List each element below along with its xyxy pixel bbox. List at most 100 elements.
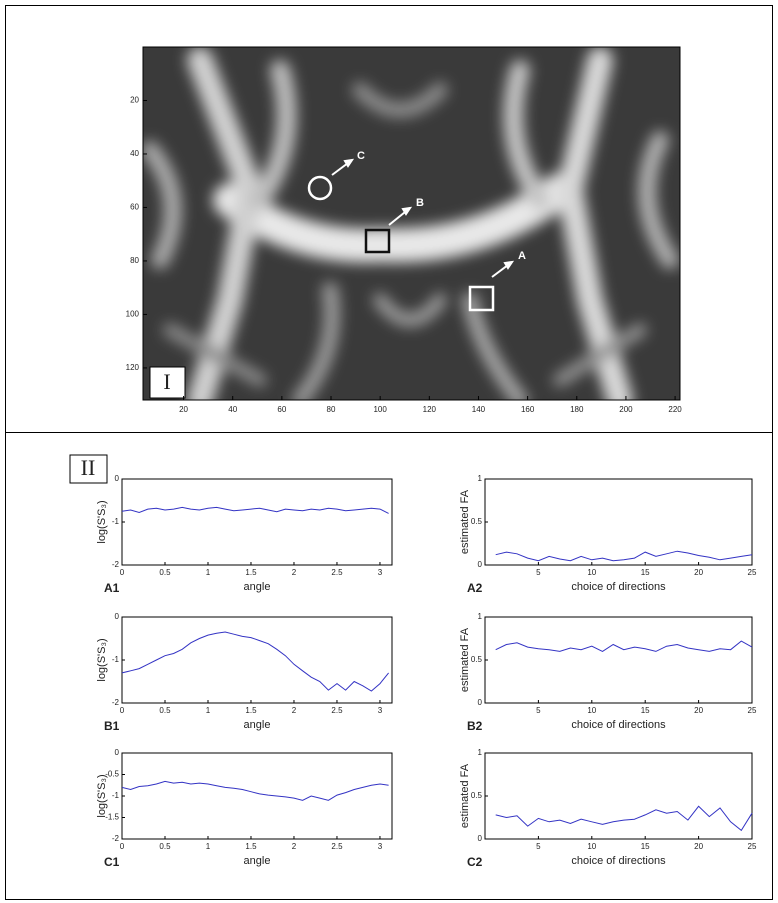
y-axis-label: estimated FA [459,489,471,554]
x-tick-label: 2.5 [331,568,343,577]
x-tick-label: 1 [206,842,211,851]
y-axis-label: estimated FA [459,627,471,692]
x-tick-label: 3 [378,706,383,715]
x-tick-label: 1.5 [245,568,257,577]
x-tick-label: 0 [120,706,125,715]
y-tick-label: 1 [478,474,483,483]
x-tick-label: 3 [378,842,383,851]
marker-square [364,228,391,254]
x-tick-label: 2.5 [331,842,343,851]
y-axis-label: log(S'S₃) [96,500,108,543]
x-tick-label: 25 [748,842,757,851]
panel-label: C2 [467,855,483,869]
x-tick-label: 0 [120,842,125,851]
y-tick-label: -2 [112,698,120,707]
panel-label: C1 [104,855,120,869]
x-tick-label: 100 [373,405,387,414]
y-tick-label: 0.5 [471,791,483,800]
y-tick-label: 0 [115,474,120,483]
plot-frame [484,752,753,840]
y-tick-label: -1 [112,791,120,800]
y-tick-label: 0.5 [471,655,483,664]
x-tick-label: 140 [472,405,486,414]
x-tick-label: 20 [694,842,703,851]
x-tick-label: 120 [423,405,437,414]
line [495,640,753,652]
plot-frame [484,616,753,704]
line [121,631,389,692]
x-tick-label: 20 [694,568,703,577]
line [495,805,753,832]
y-tick-label: 60 [130,203,139,212]
x-tick-label: 1 [206,568,211,577]
x-tick-label: 15 [641,706,650,715]
y-tick-label: 20 [130,96,139,105]
x-tick-label: 5 [536,568,541,577]
y-tick-label: 1 [478,748,483,757]
annotation: B [416,197,424,209]
x-tick-label: 5 [536,842,541,851]
annotation: C [357,150,365,162]
plot-frame [121,478,393,566]
outer-border [5,5,773,900]
y-axis-label: log(S'S₃) [96,774,108,817]
x-axis-label: choice of directions [571,855,666,867]
panel-label: B2 [467,719,483,733]
y-tick-label: 1 [478,612,483,621]
x-tick-label: 0 [120,568,125,577]
y-tick-label: 0 [478,698,483,707]
x-tick-label: 2.5 [331,706,343,715]
x-axis-label: angle [244,581,271,593]
x-axis-label: choice of directions [571,581,666,593]
x-tick-label: 180 [570,405,584,414]
brain-image [143,47,680,400]
x-tick-label: 220 [668,405,682,414]
line [495,550,753,562]
y-tick-label: 120 [126,363,140,372]
y-tick-label: 40 [130,149,139,158]
x-tick-label: 2 [292,706,297,715]
line [121,780,389,801]
x-tick-label: 15 [641,842,650,851]
x-tick-label: 10 [587,706,596,715]
marker-circle [307,175,333,201]
x-tick-label: 1.5 [245,842,257,851]
y-tick-label: -2 [112,834,120,843]
y-tick-label: 100 [126,310,140,319]
x-tick-label: 3 [378,568,383,577]
panel-label-box [149,366,186,399]
x-tick-label: 1 [206,706,211,715]
x-tick-label: 1.5 [245,706,257,715]
y-tick-label: 0.5 [471,517,483,526]
line [121,506,389,514]
y-axis-label: log(S'S₃) [96,638,108,681]
x-axis-label: choice of directions [571,719,666,731]
x-tick-label: 2 [292,568,297,577]
x-tick-label: 25 [748,706,757,715]
x-tick-label: 200 [619,405,633,414]
panel-label: II [81,455,96,480]
y-tick-label: 0 [115,612,120,621]
x-tick-label: 2 [292,842,297,851]
annotation: A [518,250,526,262]
x-tick-label: 160 [521,405,535,414]
image-frame [142,46,681,401]
x-axis-label: angle [244,719,271,731]
y-tick-label: -1 [112,655,120,664]
x-tick-label: 20 [694,706,703,715]
x-tick-label: 40 [228,405,237,414]
y-tick-label: 0 [115,748,120,757]
panel-label-box [69,454,108,484]
y-axis-label: estimated FA [459,763,471,828]
plot-frame [121,616,393,704]
y-tick-label: 80 [130,256,139,265]
x-tick-label: 60 [277,405,286,414]
plot-frame [121,752,393,840]
x-tick-label: 15 [641,568,650,577]
y-tick-label: 0 [478,834,483,843]
y-tick-label: -1 [112,517,120,526]
panel-label: A2 [467,581,483,595]
x-tick-label: 25 [748,568,757,577]
marker-square [468,285,495,312]
